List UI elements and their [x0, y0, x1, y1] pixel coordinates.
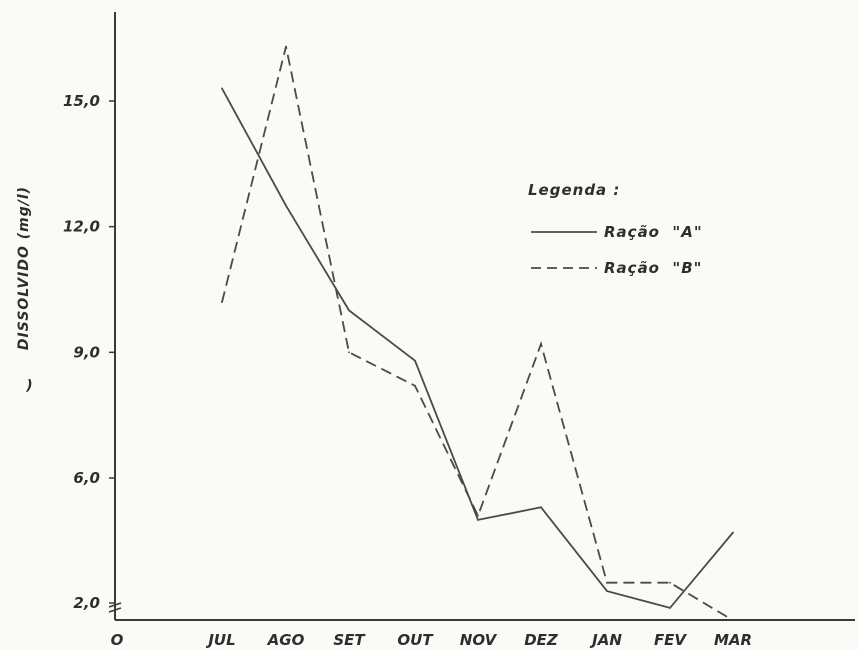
- legend-label-series-b: Ração "B": [604, 259, 703, 277]
- series-a-point-set: [348, 309, 350, 312]
- series-b-point-fev: [669, 581, 671, 584]
- series-b-point-jan: [606, 581, 608, 584]
- series-b-point-dez: [540, 343, 542, 345]
- x-tick-label: JUL: [205, 631, 235, 649]
- series-b-point-jul: [221, 301, 223, 303]
- legend: Legenda : Ração "A" Ração "B": [528, 181, 703, 277]
- series-b-point-nov: [477, 514, 479, 517]
- y-tick-label: 15,0: [63, 92, 100, 110]
- y-tick-label: 6,0: [73, 469, 100, 487]
- series-a-point-jul: [221, 87, 223, 90]
- series-b-point-out: [414, 384, 416, 387]
- tick-labels: 2,0 6,0 9,0 12,0 15,0 JUL AGO SET OUT NOV DEZ JAN FE…: [63, 92, 752, 649]
- series-lines: [221, 45, 734, 622]
- series-a-point-ago: [285, 204, 287, 207]
- legend-title: Legenda :: [528, 181, 620, 199]
- y-tick-label: 2,0: [73, 594, 100, 612]
- x-tick-label: JAN: [589, 631, 622, 649]
- series-a-point-jan: [606, 590, 608, 592]
- y-axis-label-fragment: ): [25, 378, 33, 394]
- series-b-point-ago: [285, 45, 287, 48]
- axes: [108, 12, 855, 621]
- series-b-line: [221, 46, 734, 622]
- series-b-point-mar: [732, 619, 734, 622]
- x-origin-label: O: [111, 631, 124, 649]
- series-a-point-nov: [477, 519, 479, 521]
- y-axis-break-mark: [108, 602, 122, 613]
- series-a-point-fev: [669, 607, 671, 609]
- y-axis-label: DISSOLVIDO (mg/l): [16, 186, 32, 350]
- y-axis-label-group: DISSOLVIDO (mg/l)): [16, 186, 33, 394]
- series-a-point-mar: [732, 531, 734, 534]
- x-tick-label: SET: [333, 631, 366, 649]
- series-a-line: [221, 87, 734, 609]
- x-tick-label: AGO: [267, 631, 305, 649]
- legend-label-series-a: Ração "A": [604, 223, 703, 241]
- y-tick-label: 9,0: [73, 343, 100, 361]
- series-a-point-out: [414, 359, 416, 362]
- x-tick-label: NOV: [460, 631, 498, 649]
- y-tick-label: 12,0: [63, 218, 100, 236]
- x-tick-label: FEV: [654, 631, 687, 649]
- x-tick-label: OUT: [397, 631, 434, 649]
- x-tick-label: DEZ: [524, 631, 559, 649]
- series-a-point-dez: [540, 506, 542, 509]
- series-b-point-set: [348, 351, 350, 354]
- x-tick-label: MAR: [714, 631, 752, 649]
- y-axis-label-rotated: DISSOLVIDO (mg/l): [16, 186, 32, 350]
